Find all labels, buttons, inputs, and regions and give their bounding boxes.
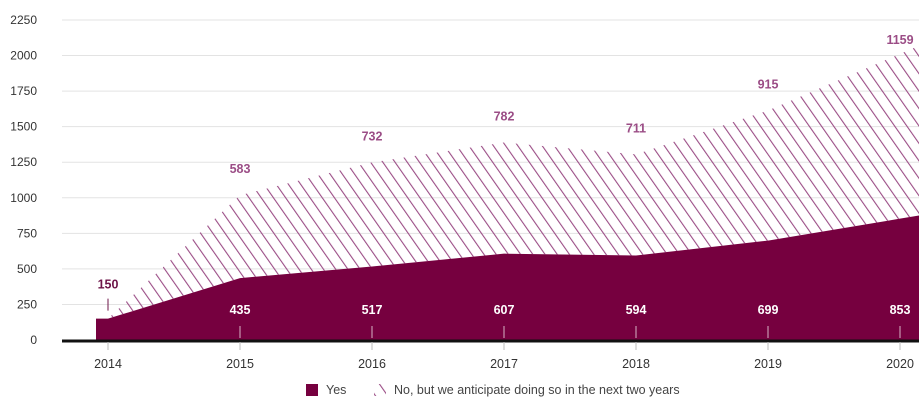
y-tick-label: 2000 xyxy=(10,49,37,63)
x-tick-label: 2019 xyxy=(754,357,782,371)
anticipate-value-label: 583 xyxy=(230,162,251,176)
legend-swatch-no-but-anticipate xyxy=(374,384,386,396)
legend-label-no-but-anticipate: No, but we anticipate doing so in the ne… xyxy=(394,383,680,397)
y-tick-label: 2250 xyxy=(10,13,37,27)
x-tick-label: 2016 xyxy=(358,357,386,371)
anticipate-value-label: 732 xyxy=(362,129,383,143)
legend: Yes No, but we anticipate doing so in th… xyxy=(306,383,680,397)
y-tick-label: 500 xyxy=(17,262,37,276)
y-axis: 0 250 500 750 1000 1250 1500 1750 2000 2250 xyxy=(10,13,37,347)
yes-value-label: 517 xyxy=(362,303,383,317)
y-tick-label: 1000 xyxy=(10,191,37,205)
x-tick-label: 2018 xyxy=(622,357,650,371)
anticipate-value-label: 915 xyxy=(758,77,779,91)
anticipate-value-label: 1159 xyxy=(886,33,913,47)
yes-value-labels: 435 517 607 594 699 853 xyxy=(230,303,911,338)
area-yes xyxy=(96,215,919,340)
anticipate-value-label: 782 xyxy=(494,109,515,123)
y-tick-label: 0 xyxy=(30,333,37,347)
anticipate-value-label: 711 xyxy=(626,121,646,135)
yes-value-label: 607 xyxy=(494,303,515,317)
y-tick-label: 750 xyxy=(17,226,37,240)
legend-swatch-yes xyxy=(306,384,318,396)
legend-label-yes: Yes xyxy=(326,383,346,397)
x-tick-label: 2020 xyxy=(886,357,914,371)
y-tick-label: 1500 xyxy=(10,120,37,134)
y-tick-label: 250 xyxy=(17,297,37,311)
y-tick-label: 1250 xyxy=(10,155,37,169)
yes-value-label: 853 xyxy=(890,303,911,317)
yes-value-label: 699 xyxy=(758,303,779,317)
yes-value-label-2014: 150 xyxy=(98,278,119,292)
x-tick-label: 2017 xyxy=(490,357,518,371)
x-axis: 2014 2015 2016 2017 2018 2019 2020 xyxy=(94,342,914,371)
yes-value-label: 435 xyxy=(230,303,251,317)
y-tick-label: 1750 xyxy=(10,84,37,98)
anticipate-value-labels: 150 583 732 782 711 915 1159 xyxy=(98,33,914,311)
area-no-but-anticipate xyxy=(96,45,919,319)
yes-value-label: 594 xyxy=(626,303,647,317)
x-tick-label: 2014 xyxy=(94,357,122,371)
x-tick-label: 2015 xyxy=(226,357,254,371)
